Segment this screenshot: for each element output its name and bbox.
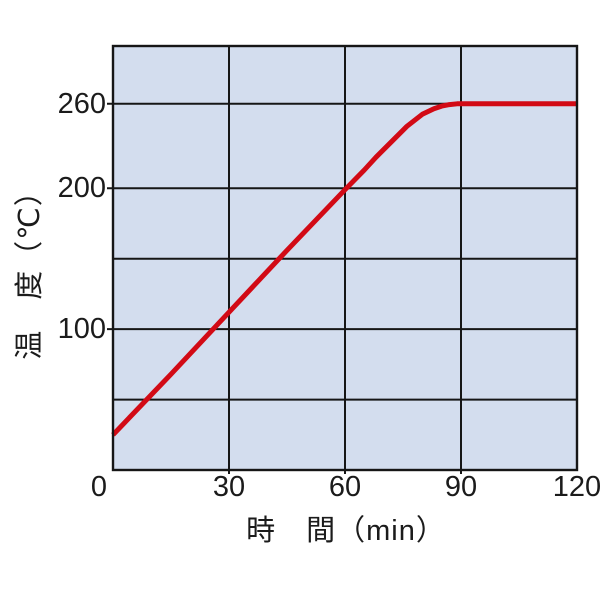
y-axis-title: 温 度（℃） [14, 176, 46, 360]
x-tick-label: 90 [444, 471, 478, 503]
x-axis-title: 時 間（min） [246, 515, 446, 547]
y-tick-label: 200 [57, 172, 106, 205]
x-tick-label: 120 [552, 471, 600, 503]
temperature-curve [111, 101, 577, 437]
y-tick-label: 260 [57, 87, 106, 120]
y-tick-label: 100 [57, 313, 106, 346]
plot-border [111, 44, 579, 472]
x-tick-label: 30 [212, 471, 246, 503]
x-tick-label: 60 [328, 471, 362, 503]
x-tick-label: 0 [90, 471, 108, 503]
